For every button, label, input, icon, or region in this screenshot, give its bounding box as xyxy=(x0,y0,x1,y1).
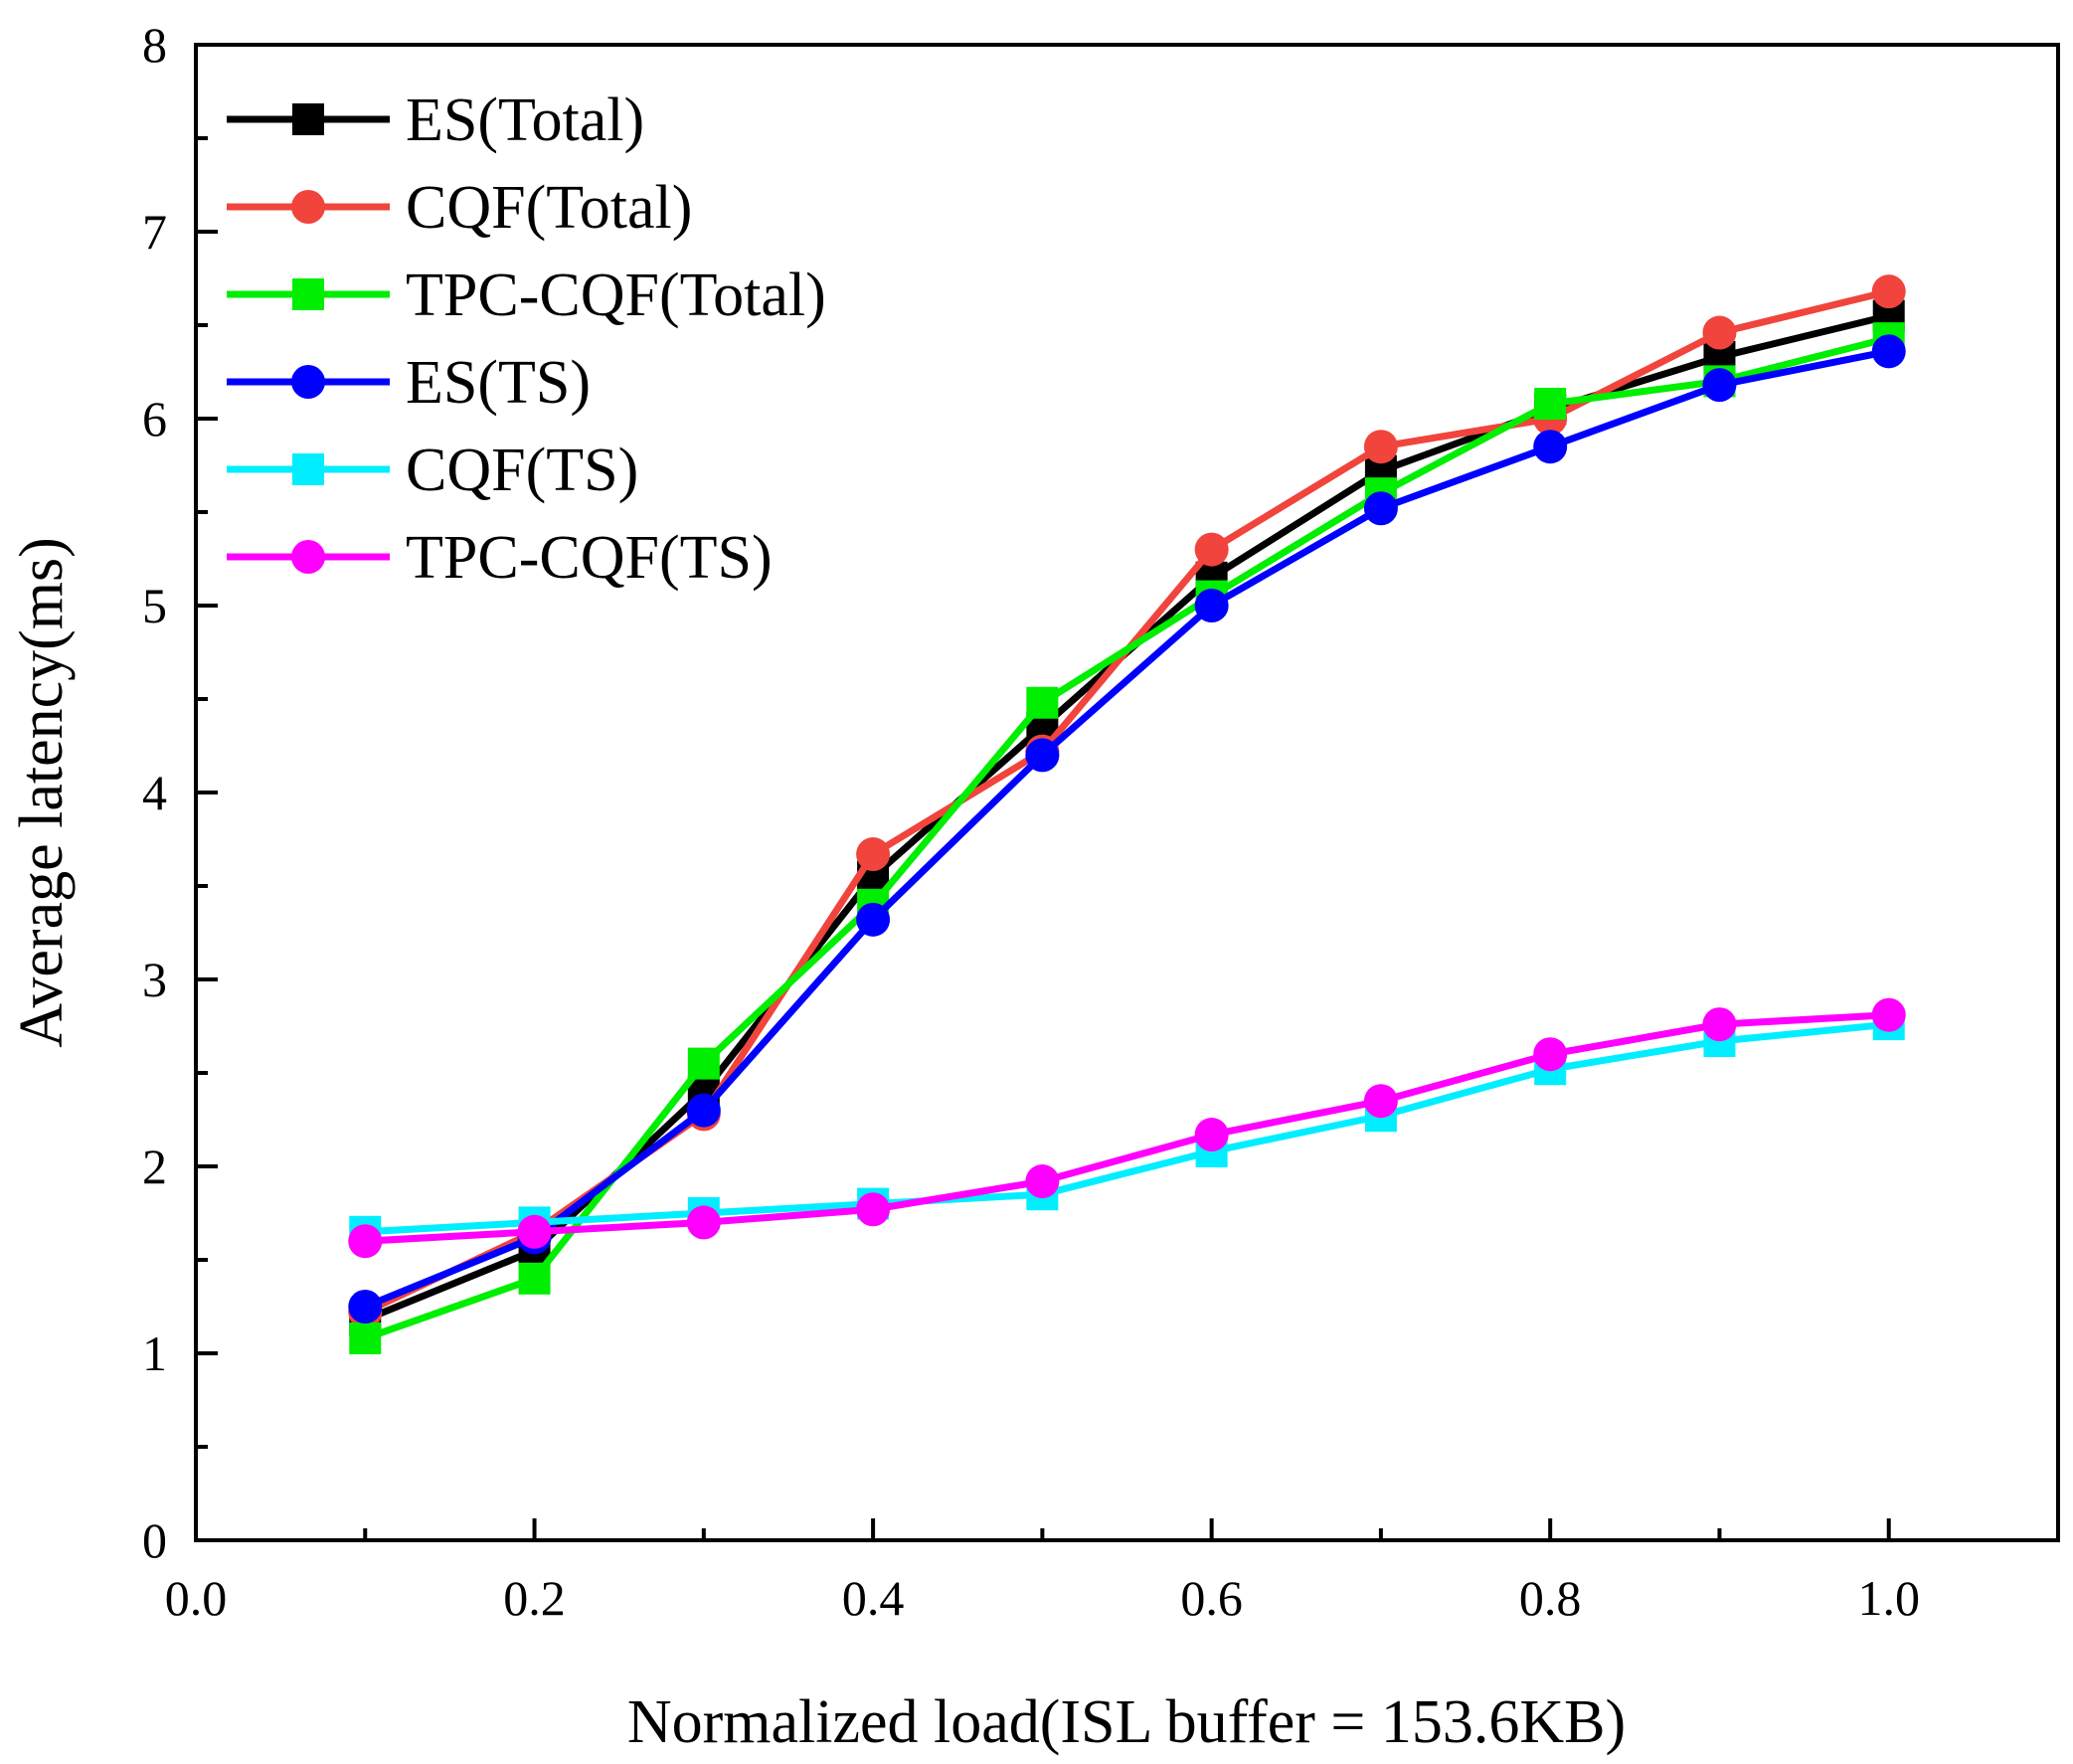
y-tick-label: 3 xyxy=(142,952,167,1007)
x-tick-label: 1.0 xyxy=(1857,1570,1920,1626)
data-point xyxy=(1363,430,1398,464)
series-line xyxy=(363,347,1890,1311)
data-point xyxy=(1025,1164,1060,1199)
data-point xyxy=(349,1322,382,1354)
legend-marker xyxy=(292,453,324,485)
series-tpc-cqf-ts xyxy=(348,997,1906,1259)
data-point xyxy=(517,1214,552,1249)
data-point xyxy=(1194,589,1229,622)
data-point xyxy=(1702,1007,1737,1042)
legend-label: CQF(Total) xyxy=(406,174,692,242)
data-point xyxy=(1533,430,1568,464)
data-point xyxy=(1363,1084,1398,1119)
legend-item-cqf-ts: CQF(TS) xyxy=(227,437,638,504)
legend-label: TPC-CQF(TS) xyxy=(406,524,773,592)
x-tick-label: 0.2 xyxy=(503,1570,566,1626)
legend-item-tpc-cqf-total: TPC-CQF(Total) xyxy=(227,262,826,329)
legend-marker xyxy=(291,540,325,574)
data-point xyxy=(856,902,891,937)
y-tick-label: 2 xyxy=(142,1139,167,1194)
data-point xyxy=(686,1093,721,1128)
data-point xyxy=(687,1047,720,1080)
data-point xyxy=(1363,491,1398,526)
data-point xyxy=(1026,686,1059,719)
data-point xyxy=(348,1224,383,1259)
series-line xyxy=(365,1011,1889,1245)
data-point xyxy=(1194,1118,1229,1152)
y-tick-label: 6 xyxy=(142,391,167,446)
legend-item-tpc-cqf-ts: TPC-CQF(TS) xyxy=(227,524,773,592)
x-tick-label: 0.8 xyxy=(1519,1570,1582,1626)
x-axis-title: Normalized load(ISL buffer = 153.6KB) xyxy=(627,1688,1626,1756)
data-point xyxy=(518,1262,551,1295)
x-tick-label: 0.6 xyxy=(1180,1570,1243,1626)
legend-marker xyxy=(291,190,325,224)
y-tick-label: 8 xyxy=(142,17,167,73)
legend-label: TPC-CQF(Total) xyxy=(406,262,826,329)
legend-marker xyxy=(292,103,324,135)
data-point xyxy=(1871,997,1906,1032)
y-tick-label: 7 xyxy=(142,204,167,260)
data-point xyxy=(686,1205,721,1240)
data-point xyxy=(1534,387,1567,420)
y-tick-label: 5 xyxy=(142,578,167,633)
data-point xyxy=(1871,334,1906,369)
legend-label: ES(Total) xyxy=(406,87,644,154)
x-tick-label: 0.4 xyxy=(842,1570,905,1626)
y-tick-label: 4 xyxy=(142,765,167,820)
data-point xyxy=(1702,315,1737,350)
x-tick-label: 0.0 xyxy=(165,1570,228,1626)
legend-marker xyxy=(292,278,324,310)
data-point xyxy=(856,1192,891,1227)
y-tick-label: 0 xyxy=(142,1512,167,1568)
legend-item-es-total: ES(Total) xyxy=(227,87,644,154)
legend-item-es-ts: ES(TS) xyxy=(227,349,591,417)
data-point xyxy=(1871,274,1906,309)
y-axis-title: Average latency(ms) xyxy=(8,537,76,1048)
legend-item-cqf-total: CQF(Total) xyxy=(227,174,692,242)
data-point xyxy=(1533,1037,1568,1072)
series-layer xyxy=(348,274,1906,1354)
data-point xyxy=(1194,532,1229,567)
data-point xyxy=(348,1290,383,1323)
axes-layer: 0.0 0.2 0.4 0.6 0.8 1.0 0 1 2 3 4 5 6 7 8 xyxy=(142,17,1920,1626)
data-point xyxy=(1025,738,1060,773)
legend: ES(Total) CQF(Total) TPC-CQF(Total) ES(TS) C… xyxy=(227,87,826,592)
series-line xyxy=(365,1020,1890,1236)
data-point xyxy=(1702,368,1737,403)
legend-label: ES(TS) xyxy=(406,349,591,417)
y-tick-label: 1 xyxy=(142,1325,167,1381)
legend-marker xyxy=(291,365,325,399)
data-point xyxy=(856,837,891,872)
legend-label: CQF(TS) xyxy=(406,437,638,504)
